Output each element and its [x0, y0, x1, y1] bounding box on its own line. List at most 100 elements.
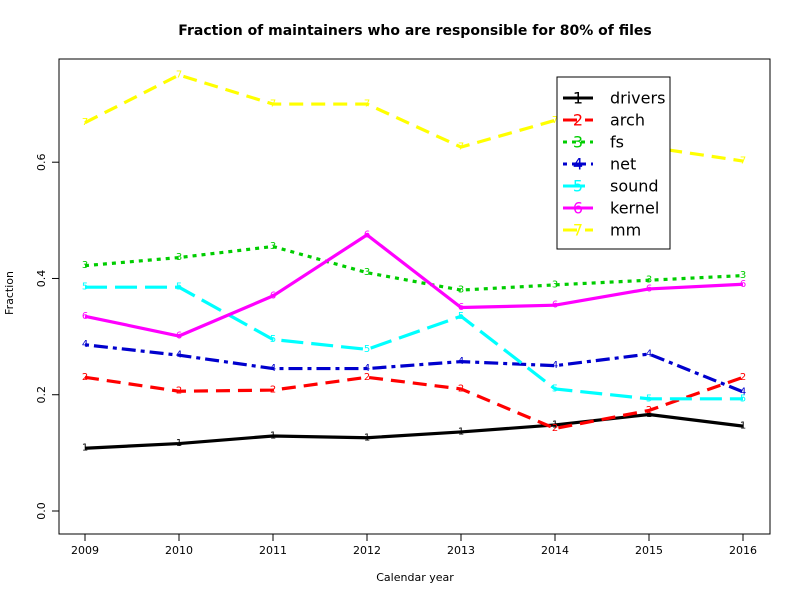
legend-label: net [610, 155, 636, 174]
data-point-marker: 6 [740, 279, 746, 290]
data-point-marker: 7 [552, 115, 558, 126]
data-point-marker: 4 [270, 363, 276, 374]
data-point-marker: 5 [646, 393, 652, 404]
data-point-marker: 2 [646, 405, 652, 416]
legend-label: sound [610, 177, 659, 196]
data-point-marker: 7 [740, 156, 746, 167]
data-point-marker: 4 [82, 339, 88, 350]
series-line-net [84, 343, 744, 394]
data-point-marker: 6 [646, 283, 652, 294]
x-tick-label: 2015 [635, 544, 663, 557]
series-drivers: 1 1 1 1 1 1 1 1 [82, 409, 746, 454]
data-point-marker: 7 [270, 99, 276, 110]
legend-marker: 4 [573, 155, 583, 174]
data-point-marker: 1 [646, 409, 652, 420]
data-point-marker: 4 [458, 356, 464, 367]
data-point-marker: 7 [458, 142, 464, 153]
legend-label: fs [610, 133, 624, 152]
data-point-marker: 2 [552, 423, 558, 434]
data-point-marker: 3 [270, 241, 276, 252]
data-point-marker: 4 [176, 350, 182, 361]
legend-marker: 7 [573, 221, 583, 240]
y-tick-label: 0.4 [35, 270, 48, 288]
legend-marker: 5 [573, 177, 583, 196]
legend-marker: 6 [573, 199, 583, 218]
series-arch: 2 2 2 2 2 2 2 2 [82, 372, 746, 434]
data-point-marker: 5 [176, 282, 182, 293]
data-point-marker: 1 [364, 432, 370, 443]
data-point-marker: 1 [740, 421, 746, 432]
series-line-sound [85, 285, 743, 401]
data-point-marker: 7 [364, 99, 370, 110]
data-point-marker: 3 [740, 270, 746, 281]
data-point-marker: 1 [270, 431, 276, 442]
data-point-marker: 3 [364, 267, 370, 278]
data-point-marker: 2 [270, 385, 276, 396]
legend: 1 drivers 2 arch 3 fs 4 net 5 sound 6 kernel 7 mm [556, 76, 671, 250]
data-point-marker: 4 [740, 386, 746, 397]
data-point-marker: 4 [552, 360, 558, 371]
x-tick-label: 2010 [165, 544, 193, 557]
series-fs: 3 3 3 3 3 3 3 3 [82, 241, 746, 296]
data-point-marker: 1 [552, 419, 558, 430]
legend-label: mm [610, 221, 641, 240]
series-line-kernel [84, 233, 744, 338]
data-point-marker: 6 [270, 290, 276, 301]
legend-item-fs: 3 fs [563, 133, 624, 152]
data-point-marker: 5 [270, 334, 276, 345]
data-point-marker: 4 [646, 349, 652, 360]
x-tick-label: 2014 [541, 544, 569, 557]
y-tick-label: 0.0 [35, 502, 48, 520]
x-axis: 2009 2010 2011 2012 2013 2014 2015 2016 [71, 533, 757, 557]
series-line-drivers [84, 412, 744, 450]
x-axis-label: Calendar year [376, 571, 454, 584]
legend-marker: 2 [573, 111, 583, 130]
data-point-marker: 1 [82, 443, 88, 454]
series-line-arch [84, 375, 744, 431]
legend-item-kernel: 6 kernel [563, 199, 659, 218]
x-tick-label: 2012 [353, 544, 381, 557]
x-tick-label: 2013 [447, 544, 475, 557]
data-point-marker: 7 [82, 117, 88, 128]
series-net: 4 4 4 4 4 4 4 4 [82, 339, 746, 397]
legend-item-arch: 2 arch [563, 111, 645, 130]
data-point-marker: 2 [176, 386, 182, 397]
legend-item-net: 4 net [563, 155, 636, 174]
data-point-marker: 6 [176, 331, 182, 342]
legend-marker: 3 [573, 133, 583, 152]
data-point-marker: 2 [458, 383, 464, 394]
data-point-marker: 6 [364, 229, 370, 240]
series-sound: 5 5 5 5 5 5 5 5 [82, 282, 746, 405]
data-point-marker: 3 [458, 285, 464, 296]
data-point-marker: 3 [646, 275, 652, 286]
data-point-marker: 3 [552, 279, 558, 290]
data-point-marker: 3 [176, 252, 182, 263]
data-point-marker: 3 [82, 260, 88, 271]
data-point-marker: 5 [552, 383, 558, 394]
data-point-marker: 2 [364, 372, 370, 383]
y-axis-label: Fraction [3, 271, 16, 315]
series-line-fs [84, 244, 744, 292]
data-point-marker: 6 [552, 300, 558, 311]
data-point-marker: 4 [364, 363, 370, 374]
data-point-marker: 6 [82, 311, 88, 322]
y-tick-label: 0.2 [35, 386, 48, 404]
data-point-marker: 1 [458, 426, 464, 437]
legend-item-sound: 5 sound [563, 177, 659, 196]
legend-item-drivers: 1 drivers [563, 89, 665, 108]
legend-item-mm: 7 mm [563, 221, 641, 240]
x-tick-label: 2011 [259, 544, 287, 557]
legend-marker: 1 [573, 89, 583, 108]
data-point-marker: 2 [82, 372, 88, 383]
series-kernel: 6 6 6 6 6 6 6 6 [82, 229, 746, 341]
data-point-marker: 5 [458, 311, 464, 322]
data-point-marker: 7 [176, 70, 182, 81]
legend-label: kernel [610, 199, 659, 218]
x-tick-label: 2016 [729, 544, 757, 557]
x-tick-label: 2009 [71, 544, 99, 557]
y-tick-label: 0.6 [35, 153, 48, 171]
legend-label: arch [610, 111, 645, 130]
data-point-marker: 1 [176, 438, 182, 449]
